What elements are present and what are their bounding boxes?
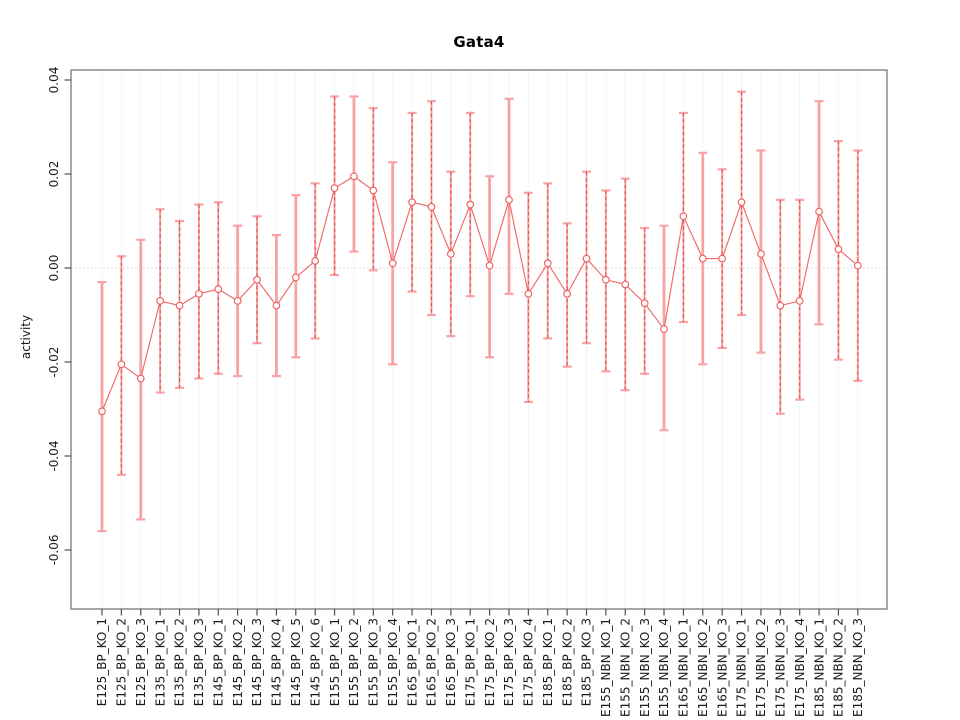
data-point-marker xyxy=(698,254,707,263)
x-tick-label: E135_BP_KO_1 xyxy=(153,618,167,706)
data-point-marker xyxy=(853,261,862,270)
y-tick-label: -0.04 xyxy=(47,440,61,471)
x-tick-label: E185_BP_KO_1 xyxy=(541,618,555,706)
x-tick-label: E145_BP_KO_1 xyxy=(211,618,225,706)
x-tick-label: E145_BP_KO_2 xyxy=(231,618,245,706)
x-tick-label: E155_BP_KO_4 xyxy=(386,618,400,706)
data-point-marker xyxy=(602,275,610,284)
x-tick-label: E185_NBN_KO_1 xyxy=(812,618,826,717)
data-point-marker xyxy=(272,301,281,310)
series-line-group xyxy=(101,175,859,412)
data-point-marker xyxy=(446,250,455,258)
data-point-marker xyxy=(369,186,378,195)
x-tick-label: E165_BP_KO_3 xyxy=(444,618,458,706)
data-point-marker xyxy=(485,261,494,270)
x-tick-label: E155_NBN_KO_3 xyxy=(638,618,652,717)
x-tick-label: E125_BP_KO_1 xyxy=(95,618,109,706)
data-point-marker xyxy=(660,325,668,333)
data-point-marker xyxy=(621,280,630,289)
x-tick-label: E175_BP_KO_4 xyxy=(522,618,536,706)
data-point-marker xyxy=(679,212,688,221)
x-tick-label: E125_BP_KO_3 xyxy=(134,618,148,706)
x-tick-label: E155_NBN_KO_1 xyxy=(599,618,613,717)
data-point-marker xyxy=(815,207,823,216)
x-tick-label: E175_BP_KO_1 xyxy=(463,618,477,706)
data-point-marker xyxy=(582,254,591,263)
x-tick-label: E175_NBN_KO_1 xyxy=(735,618,749,717)
error-bars xyxy=(97,90,863,533)
x-tick-label: E175_NBN_KO_2 xyxy=(754,618,768,717)
x-tick-label: E145_BP_KO_5 xyxy=(289,618,303,706)
y-tick-label: 0.02 xyxy=(47,161,61,188)
data-point-marker xyxy=(214,285,223,294)
data-point-marker xyxy=(640,299,649,308)
x-tick-label: E145_BP_KO_3 xyxy=(250,618,264,706)
x-tick-label: E155_NBN_KO_4 xyxy=(657,618,671,717)
data-point-marker xyxy=(427,203,436,211)
x-tick-label: E185_BP_KO_2 xyxy=(560,618,574,706)
x-tick-label: E175_BP_KO_3 xyxy=(502,618,516,706)
x-tick-label: E175_BP_KO_2 xyxy=(483,618,497,706)
data-point-marker xyxy=(524,289,533,298)
data-point-marker xyxy=(795,297,804,305)
y-tick-label: -0.02 xyxy=(47,346,61,377)
data-point-marker xyxy=(408,198,416,207)
data-point-marker xyxy=(718,254,727,263)
x-tick-label: E135_BP_KO_2 xyxy=(173,618,187,706)
axes: 0.04 0.02 0.00 -0.02 -0.04 -0.06 E125_BP_KO_1 E… xyxy=(19,67,888,717)
data-point-marker xyxy=(737,198,746,207)
y-tick-label: 0.00 xyxy=(47,255,61,282)
x-tick-label: E185_BP_KO_3 xyxy=(580,618,594,706)
data-point-marker xyxy=(563,289,571,298)
x-tick-label: E165_NBN_KO_1 xyxy=(677,618,691,717)
x-tick-label: E145_BP_KO_4 xyxy=(270,618,284,706)
x-tick-label: E185_NBN_KO_3 xyxy=(851,618,865,717)
data-point-marker xyxy=(757,250,765,258)
data-point-marker xyxy=(330,184,339,192)
data-point-marker xyxy=(136,374,145,383)
x-tick-label: E155_BP_KO_2 xyxy=(347,618,361,706)
data-point-marker xyxy=(834,245,843,254)
data-point-marker xyxy=(311,257,320,265)
series-line xyxy=(101,175,859,412)
x-tick-label: E185_NBN_KO_2 xyxy=(832,618,846,717)
data-points xyxy=(98,172,862,416)
x-tick-label: E165_BP_KO_1 xyxy=(405,618,419,706)
plot-border xyxy=(70,69,888,610)
x-tick-label: E155_NBN_KO_2 xyxy=(618,618,632,717)
chart-title: Gata4 xyxy=(453,33,505,51)
data-point-marker xyxy=(466,200,475,209)
x-tick-label: E155_BP_KO_3 xyxy=(367,618,381,706)
x-tick-label: E145_BP_KO_6 xyxy=(308,618,322,706)
x-tick-label: E175_NBN_KO_4 xyxy=(793,618,807,717)
data-point-marker xyxy=(543,259,552,268)
data-point-marker xyxy=(233,297,242,305)
data-point-marker xyxy=(253,275,261,284)
data-point-marker xyxy=(175,301,184,310)
x-tick-label: E125_BP_KO_2 xyxy=(115,618,129,706)
data-point-marker xyxy=(291,273,300,282)
data-point-marker xyxy=(117,360,126,369)
data-point-marker xyxy=(98,407,106,416)
y-tick-label: 0.04 xyxy=(47,67,61,94)
x-tick-label: E135_BP_KO_3 xyxy=(192,618,206,706)
x-tick-label: E165_BP_KO_2 xyxy=(425,618,439,706)
y-axis-title: activity xyxy=(19,315,33,359)
x-tick-label: E165_NBN_KO_2 xyxy=(696,618,710,717)
x-tick-label: E175_NBN_KO_3 xyxy=(774,618,788,717)
x-tick-label: E155_BP_KO_1 xyxy=(328,618,342,706)
data-point-marker xyxy=(776,301,785,310)
data-point-marker xyxy=(156,297,165,305)
y-tick-label: -0.06 xyxy=(47,534,61,565)
data-point-marker xyxy=(505,195,513,204)
data-point-marker xyxy=(195,289,203,298)
data-point-marker xyxy=(350,172,358,181)
data-point-marker xyxy=(388,259,397,268)
x-tick-label: E165_NBN_KO_3 xyxy=(715,618,729,717)
